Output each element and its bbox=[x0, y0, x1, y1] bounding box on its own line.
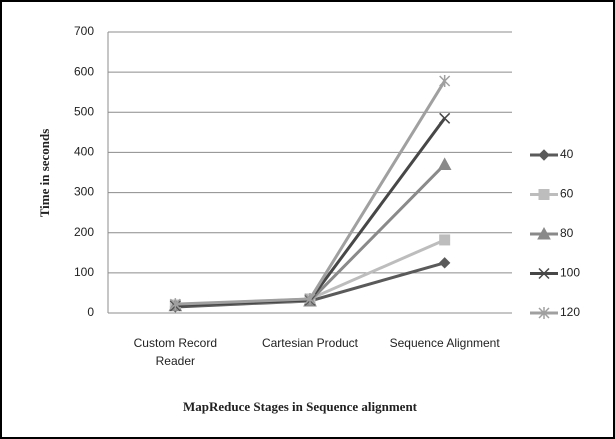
y-tick-label: 300 bbox=[74, 185, 94, 199]
y-tick-label: 400 bbox=[74, 145, 94, 159]
x-tick-label: Cartesian Product bbox=[261, 336, 359, 350]
y-tick-label: 700 bbox=[74, 24, 94, 38]
legend-marker bbox=[538, 149, 550, 161]
legend-label: 60 bbox=[560, 187, 574, 201]
legend-label: 80 bbox=[560, 226, 574, 240]
x-tick-label: Sequence Alignment bbox=[389, 336, 500, 350]
legend-label: 40 bbox=[560, 147, 574, 161]
data-point bbox=[439, 112, 451, 124]
x-tick-label: Custom Record Reader bbox=[133, 336, 218, 368]
data-point bbox=[304, 292, 316, 305]
legend-label: 100 bbox=[560, 266, 580, 280]
data-point bbox=[439, 74, 451, 87]
data-point bbox=[439, 234, 451, 246]
data-point bbox=[437, 157, 452, 170]
y-tick-label: 500 bbox=[74, 104, 94, 118]
legend-marker bbox=[538, 189, 550, 200]
legend-marker bbox=[538, 307, 550, 319]
y-tick-label: 200 bbox=[74, 225, 94, 239]
legend-marker bbox=[537, 226, 551, 240]
x-axis-title: MapReduce Stages in Sequence alignment bbox=[183, 399, 418, 414]
legend-marker bbox=[538, 267, 550, 280]
y-tick-label: 100 bbox=[74, 265, 94, 279]
data-point bbox=[169, 298, 181, 311]
data-point bbox=[438, 257, 451, 269]
y-axis-title: Time in seconds bbox=[37, 129, 52, 218]
y-tick-label: 600 bbox=[74, 64, 94, 78]
legend-label: 120 bbox=[560, 305, 580, 319]
y-tick-label: 0 bbox=[87, 305, 94, 319]
